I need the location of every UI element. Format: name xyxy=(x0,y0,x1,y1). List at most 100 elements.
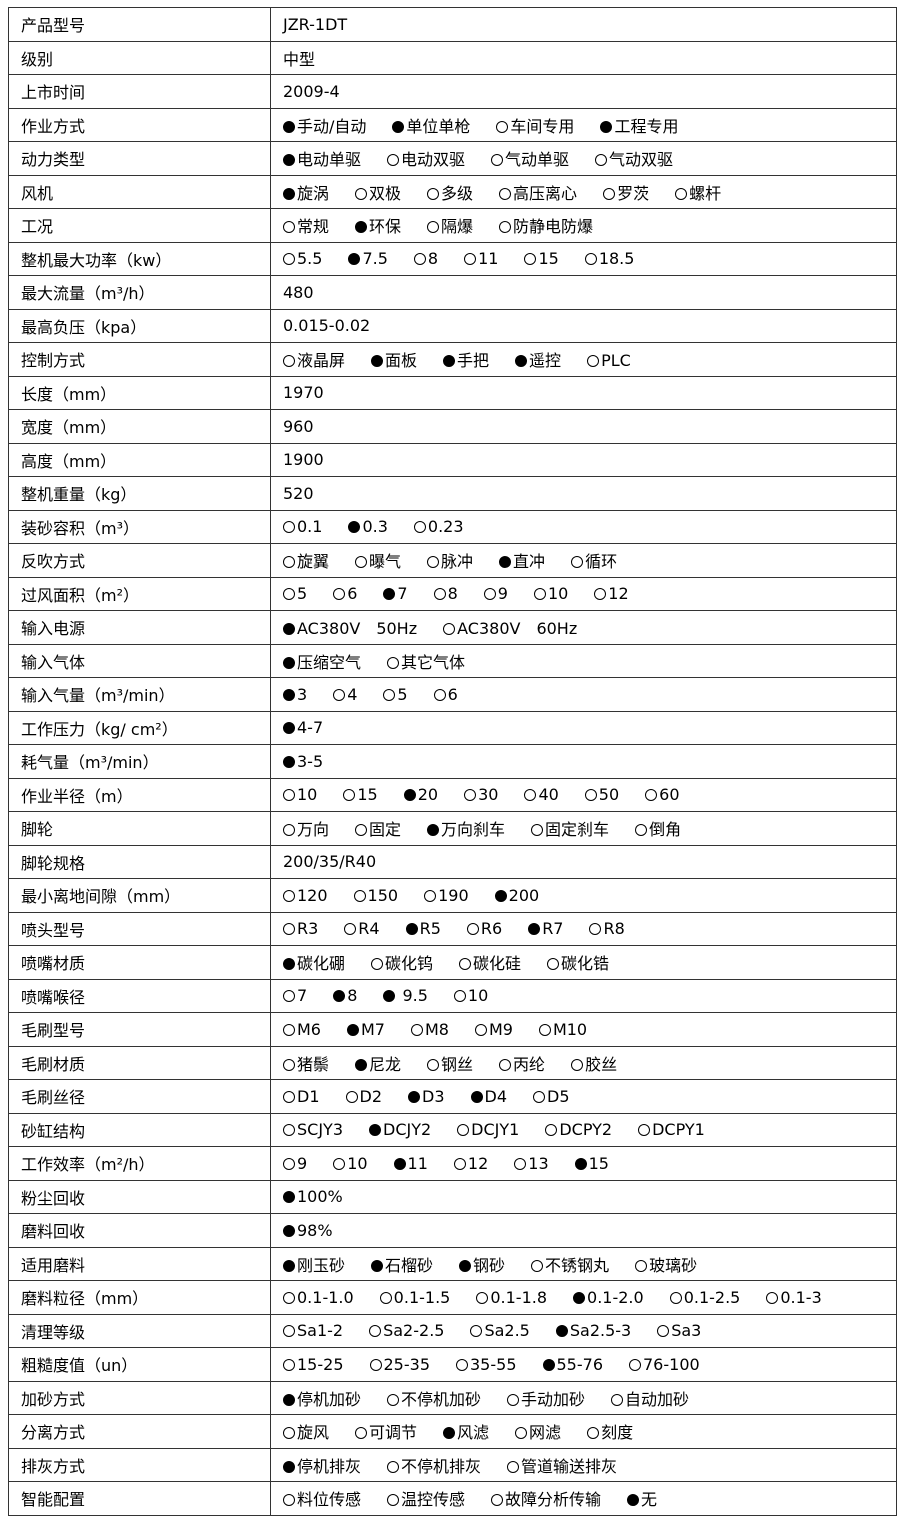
filled-circle-icon xyxy=(627,1494,640,1507)
option-label: 0.1-2.5 xyxy=(683,1287,741,1307)
spec-value: 0.015-0.02 xyxy=(270,308,897,343)
spec-label: 喷嘴喉径 xyxy=(8,978,271,1013)
spec-row: 工作效率（m²/h） 9 10 11 12 13 15 xyxy=(8,1146,897,1181)
filled-circle-icon xyxy=(392,120,405,133)
option-label: R4 xyxy=(358,919,380,939)
spec-value: 停机加砂 不停机加砂 手动加砂 自动加砂 xyxy=(270,1380,897,1415)
option-label: 故障分析传输 xyxy=(505,1490,602,1510)
option-item: Sa1-2 xyxy=(283,1321,343,1340)
option-label: 螺杆 xyxy=(689,183,722,203)
empty-circle-icon xyxy=(283,521,295,534)
option-label: 120 xyxy=(297,885,328,905)
spec-value: 15-25 25-35 35-55 55-76 76-100 xyxy=(270,1347,897,1382)
option-item: 10 xyxy=(533,584,568,603)
option-item: 0.1-3 xyxy=(766,1288,822,1307)
option-item: R6 xyxy=(466,919,502,938)
option-label: 压缩空气 xyxy=(297,652,362,672)
filled-circle-icon xyxy=(573,1291,586,1304)
empty-circle-icon xyxy=(491,154,504,167)
empty-circle-icon xyxy=(283,1090,295,1103)
empty-circle-icon xyxy=(369,1325,382,1338)
filled-circle-icon xyxy=(574,1157,587,1170)
filled-circle-icon xyxy=(393,1157,406,1170)
spec-value: 碳化硼 碳化钨 碳化硅 碳化锆 xyxy=(270,945,897,980)
option-item: 10 xyxy=(453,986,488,1005)
filled-circle-icon xyxy=(283,1393,295,1406)
option-item: 10 xyxy=(283,785,317,804)
spec-label: 砂缸结构 xyxy=(8,1112,271,1147)
filled-circle-icon xyxy=(283,656,295,669)
option-label: 12 xyxy=(608,584,629,604)
option-item: 防静电防爆 xyxy=(499,213,593,237)
option-item: 螺杆 xyxy=(675,180,721,204)
option-label: R7 xyxy=(542,919,564,939)
empty-circle-icon xyxy=(638,1124,651,1137)
option-item: 电动单驱 xyxy=(283,146,361,170)
option-label: SCJY3 xyxy=(297,1120,343,1140)
empty-circle-icon xyxy=(283,789,295,802)
empty-circle-icon xyxy=(675,187,688,200)
option-item: 50 xyxy=(584,785,619,804)
option-item: M9 xyxy=(474,1020,513,1039)
filled-circle-icon xyxy=(283,1259,295,1272)
filled-circle-icon xyxy=(355,1058,368,1071)
empty-circle-icon xyxy=(499,1058,512,1071)
filled-circle-icon xyxy=(283,120,295,133)
empty-circle-icon xyxy=(635,1259,648,1272)
spec-table: 产品型号 JZR-1DT 级别 中型 上市时间 2009-4 作业方式 手动/自动 单位单枪 车间… xyxy=(8,7,897,1516)
option-label: 其它气体 xyxy=(401,652,466,672)
empty-circle-icon xyxy=(611,1393,624,1406)
option-label: 碳化硅 xyxy=(473,954,522,974)
option-label: 9 xyxy=(497,584,508,604)
spec-label: 毛刷丝径 xyxy=(8,1079,271,1114)
option-item: 13 xyxy=(514,1154,549,1173)
spec-label: 毛刷材质 xyxy=(8,1045,271,1080)
spec-value: R3 R4 R5 R6 R7 R8 xyxy=(270,911,897,946)
empty-circle-icon xyxy=(587,1427,600,1440)
spec-label: 工作压力（kg/ cm²） xyxy=(8,710,271,745)
spec-row: 工况 常规 环保 隔爆 防静电防爆 xyxy=(8,208,897,243)
spec-row: 控制方式 液晶屏 面板 手把 遥控 PLC xyxy=(8,342,897,377)
option-label: 固定 xyxy=(369,820,402,840)
spec-value: AC380V 50Hz AC380V 60Hz xyxy=(270,610,897,645)
spec-row: 喷嘴喉径 7 8 9.5 10 xyxy=(8,978,897,1013)
option-label: 车间专用 xyxy=(510,116,575,136)
option-label: 7.5 xyxy=(362,249,388,269)
filled-circle-icon xyxy=(333,990,346,1003)
option-label: 石榴砂 xyxy=(385,1255,434,1275)
empty-circle-icon xyxy=(283,824,295,837)
option-label: 玻璃砂 xyxy=(649,1255,698,1275)
spec-label: 耗气量（m³/min） xyxy=(8,744,271,779)
empty-circle-icon xyxy=(589,923,602,936)
spec-label: 工况 xyxy=(8,208,271,243)
filled-circle-icon xyxy=(470,1090,483,1103)
option-label: M7 xyxy=(360,1019,385,1039)
option-item: 0.23 xyxy=(413,517,464,536)
option-item: 98% xyxy=(283,1221,333,1240)
option-item: 固定 xyxy=(355,816,401,840)
filled-circle-icon xyxy=(283,1224,295,1237)
empty-circle-icon xyxy=(538,1023,551,1036)
spec-row: 喷头型号 R3 R4 R5 R6 R7 R8 xyxy=(8,911,897,946)
empty-circle-icon xyxy=(545,1124,558,1137)
option-label: Sa2-2.5 xyxy=(383,1321,445,1341)
spec-value: 猪鬃 尼龙 钢丝 丙纶 胶丝 xyxy=(270,1045,897,1080)
filled-circle-icon xyxy=(348,521,361,534)
option-label: 曝气 xyxy=(369,552,402,572)
spec-value: 5.5 7.5 8 11 15 18.5 xyxy=(270,241,897,276)
option-label: 双极 xyxy=(369,183,402,203)
empty-circle-icon xyxy=(410,1023,423,1036)
option-label: 98% xyxy=(297,1220,333,1240)
option-label: 停机加砂 xyxy=(297,1389,362,1409)
empty-circle-icon xyxy=(283,1058,295,1071)
empty-circle-icon xyxy=(571,1058,584,1071)
option-label: DCJY2 xyxy=(383,1120,432,1140)
option-item: 脉冲 xyxy=(427,548,473,572)
option-label: 4-7 xyxy=(297,718,324,738)
option-label: PLC xyxy=(601,351,631,371)
option-label: M10 xyxy=(552,1019,588,1039)
option-item: 旋翼 xyxy=(283,548,329,572)
option-item: 9 xyxy=(483,584,508,604)
option-item: 3 xyxy=(283,685,307,704)
spec-row: 耗气量（m³/min） 3-5 xyxy=(8,744,897,779)
